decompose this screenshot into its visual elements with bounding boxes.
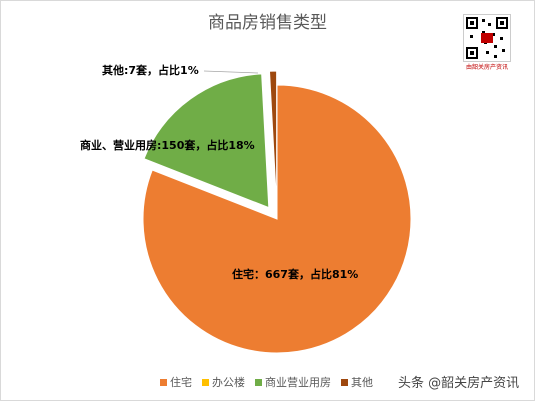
pie-slice-residential — [142, 84, 412, 354]
legend-label: 其他 — [351, 376, 373, 389]
legend-swatch — [160, 378, 167, 386]
legend-label: 办公楼 — [212, 376, 245, 389]
legend-swatch — [341, 378, 348, 386]
legend-item-commercial: 商业营业用房 — [255, 374, 331, 390]
leader-line-other — [203, 70, 259, 74]
legend-item-office: 办公楼 — [202, 374, 245, 390]
qr-code — [463, 14, 511, 62]
data-label-other: 其他:7套，占比1% — [102, 63, 199, 77]
watermark: 头条 @韶关房产资讯 — [398, 376, 520, 391]
data-label-residential: 住宅：667套，占比81% — [232, 267, 358, 281]
pie-slice-other — [268, 70, 278, 206]
legend-label: 住宅 — [170, 376, 192, 389]
chart-legend: 住宅 办公楼 商业营业用房 其他 — [160, 374, 373, 390]
pie-slice-commercial — [143, 73, 270, 209]
legend-label: 商业营业用房 — [265, 376, 331, 389]
legend-item-other: 其他 — [341, 374, 373, 390]
chart-title: 商品房销售类型 — [208, 13, 327, 33]
data-label-commercial: 商业、营业用房:150套，占比18% — [80, 138, 255, 152]
legend-swatch — [202, 378, 209, 386]
legend-swatch — [255, 378, 262, 386]
qr-caption: 由韶关房产资讯 — [465, 64, 508, 71]
legend-item-residential: 住宅 — [160, 374, 192, 390]
